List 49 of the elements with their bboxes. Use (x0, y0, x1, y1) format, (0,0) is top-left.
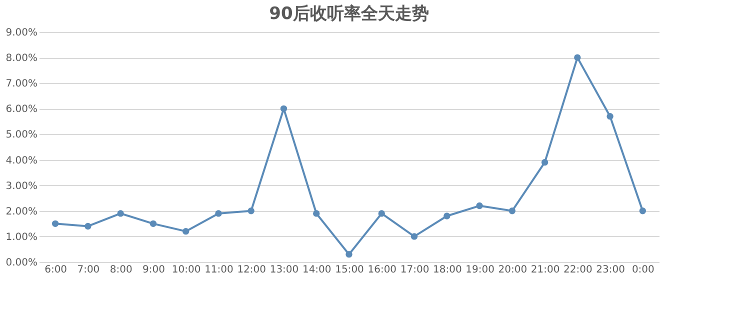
y-tick-label: 4.00% (6, 155, 38, 166)
point (248, 208, 254, 214)
x-tick-label: 21:00 (530, 264, 560, 276)
x-tick-label: 19:00 (466, 264, 494, 276)
y-tick-label: 1.00% (6, 232, 38, 243)
point (508, 208, 516, 214)
y-tick-label: 0.00% (6, 258, 38, 268)
x-tick-label: 9:00 (142, 264, 165, 276)
x-tick-label: 12:00 (237, 264, 266, 276)
point (84, 222, 92, 230)
x-tick-label: 14:00 (302, 264, 332, 276)
x-tick-label: 23:00 (596, 264, 625, 276)
point (541, 158, 548, 166)
point (639, 208, 646, 214)
y-tick-label: 3.00% (6, 180, 38, 192)
y-tick-label: 5.00% (6, 130, 38, 141)
point (574, 54, 581, 61)
point (280, 105, 288, 112)
y-tick-label: 9.00% (6, 28, 38, 38)
point (52, 220, 59, 228)
x-tick-label: 8:00 (110, 264, 132, 276)
x-tick-label: 16:00 (368, 264, 397, 276)
x-tick-label: 22:00 (564, 264, 592, 276)
x-tick-label: 17:00 (400, 264, 430, 276)
point (606, 112, 614, 120)
point (410, 233, 418, 240)
y-tick-label: 7.00% (6, 78, 38, 90)
chart-title: 90后收听率全天走势 (269, 4, 429, 24)
point (444, 212, 450, 220)
point (150, 220, 157, 228)
y-tick-label: 8.00% (6, 53, 38, 64)
x-tick-label: 11:00 (204, 264, 234, 276)
y-tick-label: 6.00% (6, 104, 38, 116)
x-tick-label: 0:00 (632, 264, 654, 276)
x-tick-label: 18:00 (432, 264, 462, 276)
point (346, 250, 352, 258)
point (476, 202, 483, 210)
point (182, 228, 190, 235)
point (313, 210, 320, 217)
x-tick-label: 7:00 (77, 264, 100, 276)
x-tick-label: 10:00 (172, 264, 201, 276)
point (215, 210, 222, 217)
point (117, 210, 124, 217)
y-tick-label: 2.00% (6, 206, 38, 218)
point (378, 210, 385, 217)
x-tick-label: 6:00 (44, 264, 68, 276)
x-tick-label: 15:00 (335, 264, 364, 276)
x-tick-label: 20:00 (498, 264, 528, 276)
x-tick-label: 13:00 (270, 264, 299, 276)
